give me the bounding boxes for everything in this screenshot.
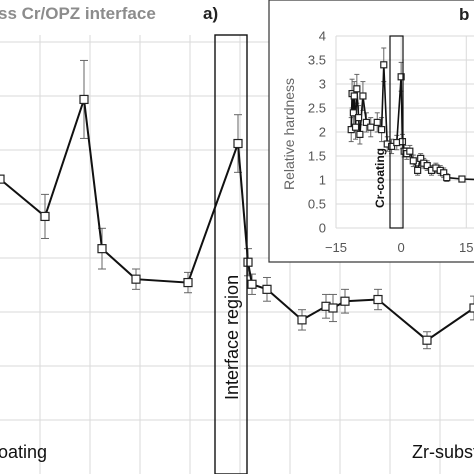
inset-y-tick-8: 4 [319,29,326,44]
inset-point-22 [409,157,417,165]
zr-substrate-label: Zr-subst [412,442,474,462]
inset-y-axis-label: Relative hardness [281,78,297,190]
inset-point-12 [378,125,386,134]
main-point-4 [131,274,141,284]
main-point-13 [340,296,350,306]
inset-point-6 [354,113,363,122]
inset-point-11 [373,118,381,127]
inset-point-2 [349,109,357,117]
inset-point-15 [387,142,396,150]
inset-point-32 [458,175,466,183]
main-point-9 [262,284,272,294]
main-point-5 [183,277,193,288]
inset-point-3 [350,92,358,100]
inset-y-tick-1: 0.5 [308,197,326,212]
main-point-14 [373,294,383,305]
inset-point-26 [423,162,431,170]
inset-point-31 [443,174,451,182]
main-point-15 [422,335,432,345]
panel-label-a: a) [203,4,218,23]
inset-y-tick-7: 3.5 [308,53,326,68]
inset-x-tick-2: 15 [459,240,473,255]
inset-point-23 [414,166,422,174]
main-point-1 [40,211,50,222]
inset-y-tick-3: 1.5 [308,149,326,164]
main-point-8 [247,279,257,289]
inset-y-ticks: 0 0.5 1 1.5 2 2.5 3 3.5 4 [308,29,326,236]
main-point-16 [469,303,474,313]
chart-title: ss Cr/OPZ interface [0,4,156,23]
main-point-6 [233,138,243,149]
main-point-3 [97,244,107,254]
inset-markers [347,61,466,183]
inset-point-8 [359,92,367,100]
interface-region-box [214,34,248,474]
inset-point-4 [351,123,360,131]
inset-y-tick-2: 1 [319,173,326,188]
inset-point-17 [397,73,405,81]
inset-point-10 [367,123,375,131]
inset-coating-label: Cr-coating [373,148,387,208]
main-point-2 [79,94,89,105]
panel-label-b: b [459,5,469,24]
cr-coating-label: oating [0,442,47,462]
inset-y-tick-0: 0 [319,221,326,236]
inset-background [268,0,474,263]
inset-y-tick-6: 3 [319,77,326,92]
inset-point-9 [362,118,370,127]
interface-region-label: Interface region [222,275,242,400]
inset-x-ticks: −15 0 15 [325,240,474,255]
main-point-10 [297,315,307,325]
inset-x-tick-1: 0 [398,240,405,255]
inset-point-5 [353,85,361,93]
inset-y-tick-4: 2 [319,125,326,140]
inset-x-tick-0: −15 [325,240,347,255]
inset-point-7 [356,130,364,138]
inset-point-21 [406,147,414,155]
inset-coating-region-box [389,35,404,229]
inset-y-tick-5: 2.5 [308,101,326,116]
inset-point-13 [380,61,388,69]
main-point-0 [0,174,5,184]
main-markers [0,94,474,345]
main-point-12 [328,303,338,313]
inset-panel: b 0 0.5 1 1.5 2 2.5 3 3.5 4 −15 0 15 Relative hard… [268,0,474,263]
main-point-7 [243,257,253,267]
